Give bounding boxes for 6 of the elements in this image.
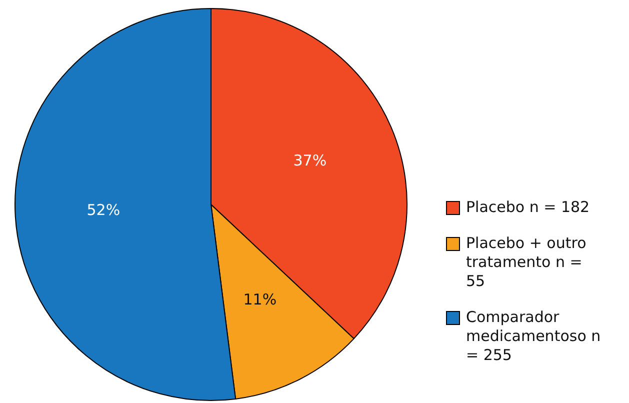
legend-label: Placebo + outro tratamento n = 55 <box>466 234 588 291</box>
data-label: 52% <box>86 201 120 220</box>
legend-label: Comparador medicamentoso n = 255 <box>466 308 602 365</box>
legend-label: Placebo n = 182 <box>466 198 590 217</box>
data-label: 11% <box>243 290 277 308</box>
data-label: 37% <box>293 152 327 170</box>
